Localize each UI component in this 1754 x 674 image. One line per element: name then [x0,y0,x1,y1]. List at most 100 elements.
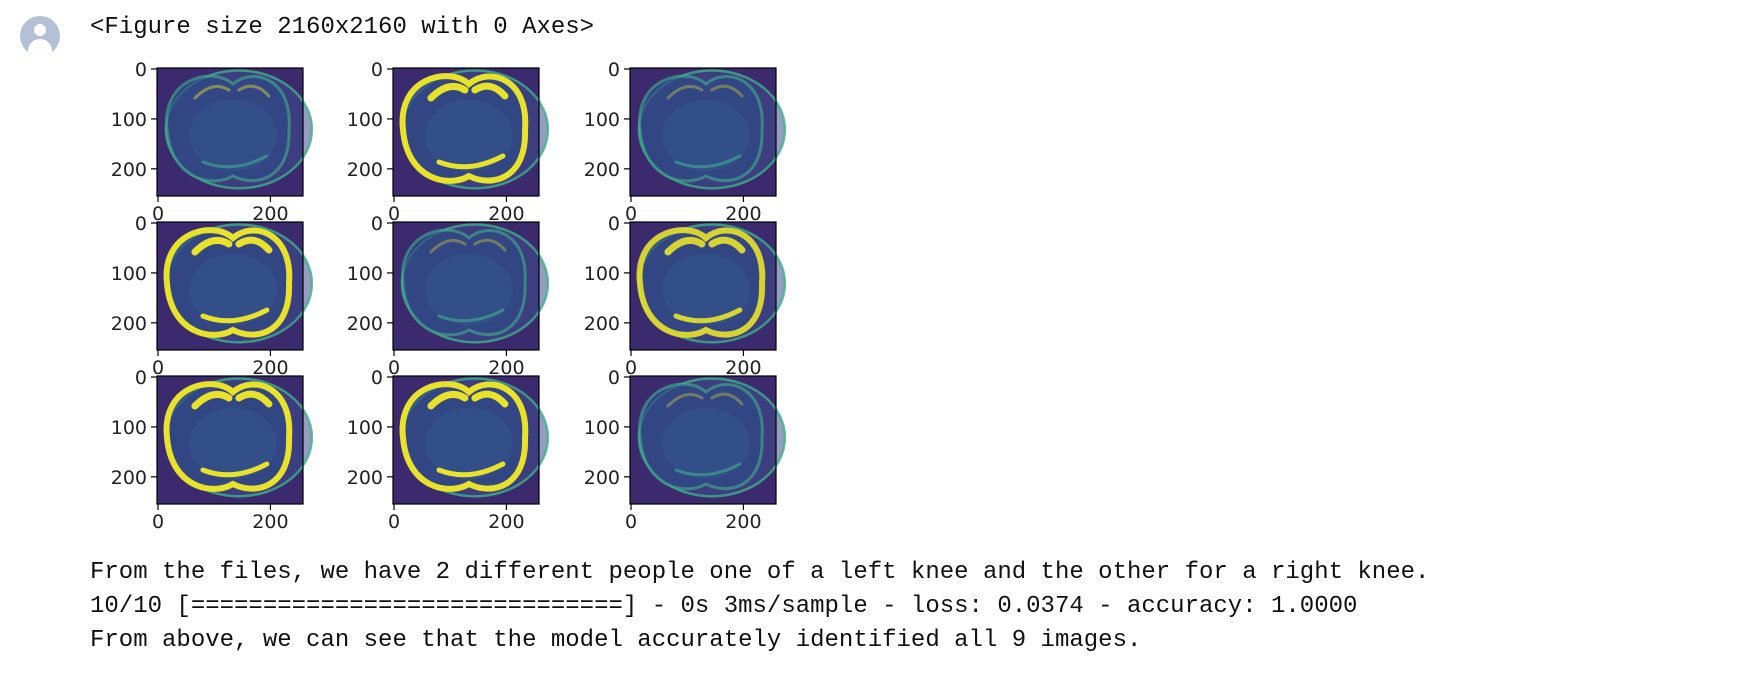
cartilage-bottom-shape [437,308,505,323]
y-tick-label: 100 [584,417,620,439]
subplot-8: 0 100 200 0 200 [347,367,550,530]
avatar-head-shape [34,24,46,36]
axes-frame [156,221,304,351]
output-line-conclusion: From above, we can see that the model ac… [90,627,1142,654]
y-tick-label: 100 [111,109,147,131]
axes-frame [392,375,540,505]
cartilage-top-shape [666,392,744,408]
marrow-shape [662,253,750,326]
cartilage-top-shape [429,238,507,254]
cartilage-bottom-shape [674,154,742,169]
axes-frame [156,67,304,197]
x-tick-label: 200 [252,357,288,379]
y-tick-label: 200 [584,159,620,181]
y-tick-label: 0 [135,213,147,235]
cartilage-bottom-shape [436,153,506,170]
x-tick-label: 200 [252,203,288,225]
marrow-shape [425,99,513,172]
cartilage-bottom-shape [200,461,270,478]
y-tick-label: 100 [111,263,147,285]
cartilage-top-shape [191,236,273,256]
y-tick-label: 200 [584,313,620,335]
marrow-shape [425,253,513,326]
y-tick-label: 0 [608,367,620,389]
y-tick-label: 100 [584,263,620,285]
y-tick-label: 200 [347,159,383,181]
subplot-7: 0 100 200 0 200 [111,367,314,530]
axes-frame [629,67,777,197]
marrow-shape [425,407,513,480]
cartilage-top-shape [666,84,744,100]
y-tick-label: 200 [111,467,147,489]
y-tick-label: 0 [371,59,383,81]
subplot-9: 0 100 200 0 200 [584,367,787,530]
x-tick-label: 0 [152,203,164,225]
y-tick-label: 0 [608,213,620,235]
axes-frame [629,375,777,505]
y-tick-label: 100 [584,109,620,131]
x-tick-label: 200 [488,203,524,225]
output-line-evaluation: 10/10 [==============================] -… [90,593,1358,620]
y-tick-label: 0 [608,59,620,81]
axes-frame [156,375,304,505]
y-tick-label: 100 [347,263,383,285]
y-tick-label: 200 [111,159,147,181]
x-tick-label: 200 [725,511,761,530]
y-tick-label: 0 [371,213,383,235]
y-tick-label: 200 [111,313,147,335]
y-tick-label: 0 [135,59,147,81]
cartilage-top-shape [664,236,746,256]
x-tick-label: 0 [625,511,637,530]
x-tick-label: 0 [152,511,164,530]
axes-frame [392,67,540,197]
x-tick-label: 200 [252,511,288,530]
cartilage-bottom-shape [673,307,743,324]
cartilage-top-shape [193,84,271,100]
cartilage-top-shape [191,390,273,410]
cartilage-bottom-shape [201,154,269,169]
marrow-shape [189,253,277,326]
x-tick-label: 0 [152,357,164,379]
x-tick-label: 0 [388,511,400,530]
y-tick-label: 100 [347,417,383,439]
output-text-block: From the files, we have 2 different peop… [90,556,1429,658]
avatar-body-shape [28,39,52,56]
marrow-shape [662,407,750,480]
cartilage-top-shape [427,390,509,410]
output-line-people: From the files, we have 2 different peop… [90,559,1430,586]
cartilage-bottom-shape [436,461,506,478]
x-tick-label: 0 [388,357,400,379]
y-tick-label: 0 [371,367,383,389]
x-tick-label: 0 [625,357,637,379]
cartilage-bottom-shape [674,462,742,477]
x-tick-label: 200 [488,511,524,530]
y-tick-label: 200 [347,467,383,489]
marrow-shape [189,99,277,172]
user-avatar-icon [20,16,60,56]
cartilage-top-shape [427,82,509,102]
marrow-shape [662,99,750,172]
x-tick-label: 0 [625,203,637,225]
axes-frame [392,221,540,351]
y-tick-label: 100 [111,417,147,439]
y-tick-label: 200 [584,467,620,489]
x-tick-label: 200 [725,357,761,379]
cartilage-bottom-shape [200,307,270,324]
y-tick-label: 0 [135,367,147,389]
x-tick-label: 200 [725,203,761,225]
axes-frame [629,221,777,351]
knee-mri-image-grid: 0 100 200 0 200 0 100 200 0 200 0 100 200 0 200 0 100 200… [0,0,800,530]
x-tick-label: 0 [388,203,400,225]
figure-size-text: <Figure size 2160x2160 with 0 Axes> [90,14,595,41]
y-tick-label: 200 [347,313,383,335]
y-tick-label: 100 [347,109,383,131]
marrow-shape [189,407,277,480]
